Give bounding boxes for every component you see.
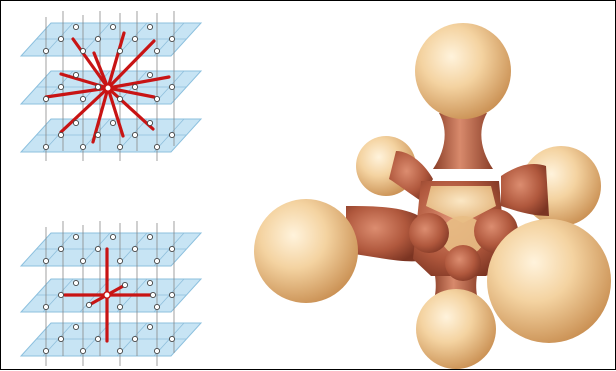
central-node — [104, 84, 112, 92]
sphere-front-right — [487, 219, 611, 343]
sphere-left — [254, 199, 358, 303]
core-node-bottom — [445, 245, 481, 281]
lattice-nodes — [42, 23, 176, 151]
bond-back-right — [501, 164, 549, 216]
bond-left — [346, 206, 419, 262]
core-front-face — [441, 216, 485, 256]
central-node — [103, 291, 111, 299]
lattice-nodes — [42, 233, 176, 355]
vertical-posts — [45, 11, 175, 161]
core-top-face — [426, 186, 496, 223]
sphere-bottom — [416, 289, 496, 369]
molecule-model — [254, 23, 611, 369]
core-node-left — [409, 213, 449, 253]
bond-top — [433, 113, 493, 169]
lattice-axial-panel — [19, 221, 203, 366]
lattice-radial-panel — [19, 11, 203, 161]
sphere-top — [415, 23, 511, 119]
radial-connections — [44, 31, 171, 144]
